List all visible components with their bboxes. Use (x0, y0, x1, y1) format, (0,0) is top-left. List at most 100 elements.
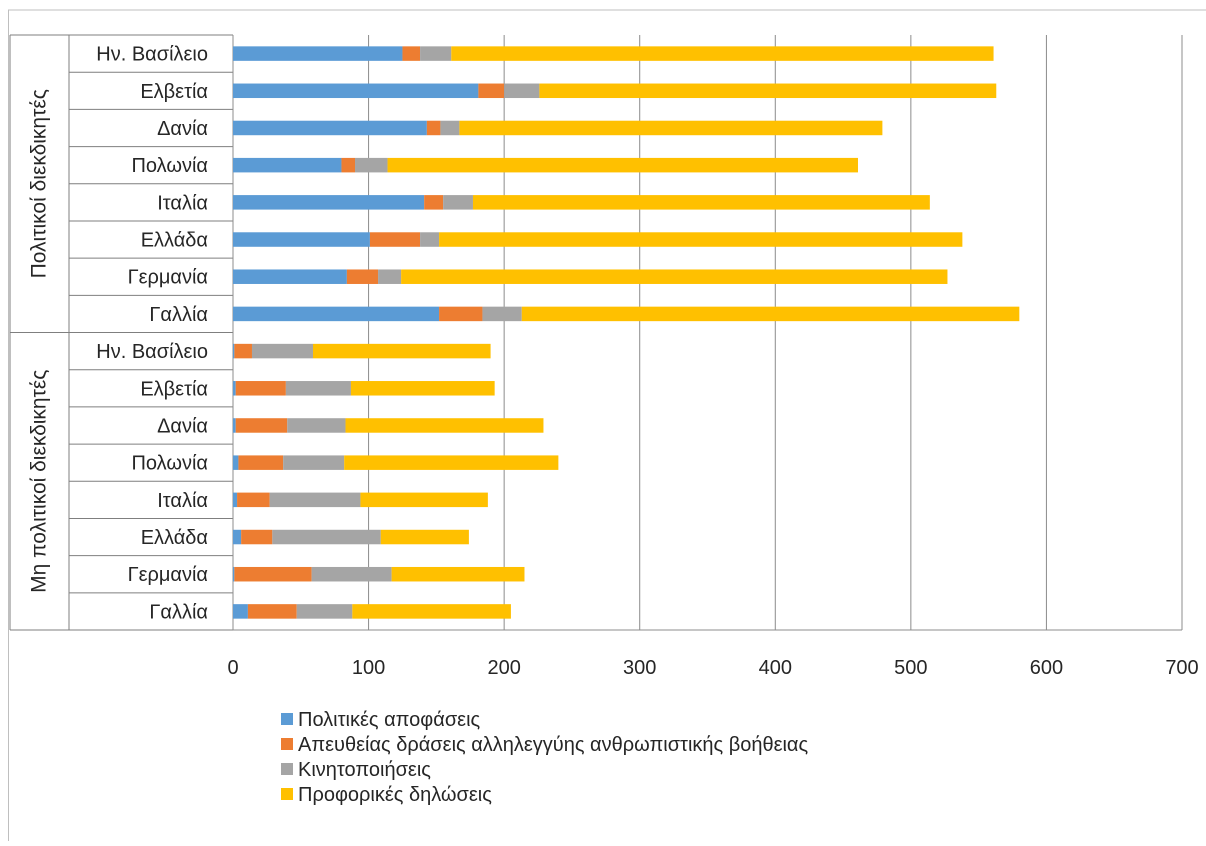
bar-segment (233, 343, 235, 359)
bar-segment (420, 232, 440, 247)
bar-segment (341, 157, 356, 173)
bar-segment (233, 195, 425, 210)
bar-segment (233, 46, 403, 61)
bar-segment (350, 381, 495, 396)
bar-segment (402, 46, 421, 61)
bar-segment (241, 529, 273, 545)
bar-segment (451, 46, 994, 61)
category-label: Γαλλία (149, 304, 208, 326)
axis-labels: Ην. Βασίλειο Ελβετία Δανία Πολωνία Ιταλία Ελλ… (28, 44, 1199, 679)
category-label: Ιταλία (157, 192, 208, 214)
bar-segment (233, 529, 242, 545)
bar-segment (387, 157, 858, 173)
bar-segment (440, 120, 460, 136)
bar-segment (235, 418, 288, 433)
x-tick-label: 300 (623, 657, 656, 679)
bar-segment (234, 566, 312, 582)
bar-segment (251, 343, 313, 359)
bar-segment (272, 529, 381, 545)
bar-segment (287, 418, 346, 433)
bar-segment (233, 381, 236, 396)
bar-segment (472, 195, 930, 210)
bar-segment (345, 418, 544, 433)
bar-segment (283, 455, 345, 470)
bar-segment (391, 566, 525, 582)
bar-segment (233, 492, 238, 508)
x-tick-label: 200 (487, 657, 520, 679)
category-label: Δανία (157, 118, 208, 140)
bar-segment (233, 269, 347, 284)
bar-segment (459, 120, 883, 136)
x-tick-label: 400 (759, 657, 792, 679)
category-label: Ην. Βασίλειο (96, 44, 208, 66)
x-tick-label: 600 (1030, 657, 1063, 679)
x-tick-label: 700 (1165, 657, 1198, 679)
bar-segment (233, 604, 248, 619)
group-label: Πολιτικοί διεκδικητές (28, 89, 51, 278)
category-label: Πολωνία (131, 155, 208, 177)
bar-segment (233, 232, 370, 247)
x-tick-label: 500 (894, 657, 927, 679)
bar-segment (233, 455, 239, 470)
bar-segment (269, 492, 361, 508)
legend-swatch (281, 763, 293, 775)
bar-segment (233, 566, 235, 582)
bar-segment (380, 529, 469, 545)
bar-segment (521, 306, 1020, 322)
bar-segment (482, 306, 522, 322)
bar-segment (401, 269, 948, 284)
category-label: Γερμανία (128, 267, 208, 289)
category-label: Ελβετία (140, 378, 208, 400)
bar-segment (233, 83, 479, 99)
chart-frame (8, 9, 1206, 841)
bar-segment (478, 83, 505, 99)
bar-segment (247, 604, 297, 619)
bar-segment (233, 157, 342, 173)
bar-segment (439, 232, 963, 247)
bar-segment (237, 492, 270, 508)
bar-segment (355, 157, 388, 173)
bar-segment (346, 269, 379, 284)
bar-segment (378, 269, 402, 284)
category-label: Ην. Βασίλειο (96, 341, 208, 363)
bar-segment (352, 604, 511, 619)
legend-label: Κινητοποιήσεις (298, 759, 431, 781)
category-label: Γαλλία (149, 601, 208, 623)
bar-segment (311, 566, 392, 582)
legend-label: Πολιτικές αποφάσεις (298, 709, 481, 731)
bar-segment (235, 381, 286, 396)
x-tick-label: 100 (352, 657, 385, 679)
bar-segment (312, 343, 491, 359)
legend-swatch (281, 713, 293, 725)
category-label: Πολωνία (131, 453, 208, 475)
category-label: Ιταλία (157, 490, 208, 512)
legend: Πολιτικές αποφάσεις Απευθείας δράσεις αλλ… (281, 709, 808, 806)
bar-segment (443, 195, 473, 210)
bar-segment (233, 120, 427, 136)
bar-segment (539, 83, 997, 99)
bar-segment (233, 418, 236, 433)
bar-segment (296, 604, 353, 619)
legend-label: Προφορικές δηλώσεις (298, 784, 492, 806)
legend-swatch (281, 788, 293, 800)
category-label: Γερμανία (128, 564, 208, 586)
bar-segment (424, 195, 444, 210)
category-label: Δανία (157, 415, 208, 437)
bars (233, 46, 1020, 619)
bar-segment (238, 455, 284, 470)
group-label: Μη πολιτικοί διεκδικητές (28, 370, 51, 593)
category-label: Ελλάδα (141, 527, 208, 549)
x-tick-label: 0 (227, 657, 238, 679)
bar-segment (360, 492, 488, 508)
bar-segment (369, 232, 421, 247)
bar-segment (439, 306, 483, 322)
bar-segment (285, 381, 351, 396)
bar-segment (504, 83, 540, 99)
category-label: Ελβετία (140, 81, 208, 103)
legend-swatch (281, 738, 293, 750)
bar-segment (426, 120, 441, 136)
bar-segment (344, 455, 559, 470)
category-label: Ελλάδα (141, 230, 208, 252)
